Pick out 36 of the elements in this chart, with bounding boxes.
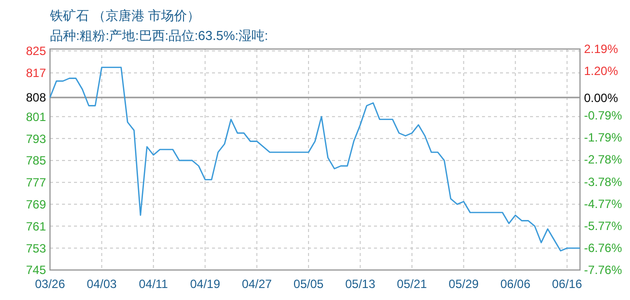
x-tick-label: 06/16 [552, 277, 582, 291]
y2-tick-label: -2.78% [584, 152, 622, 167]
x-tick-label: 04/03 [86, 277, 118, 291]
x-tick-label: 04/19 [190, 277, 220, 291]
y-tick-label: 753 [26, 241, 46, 256]
y-tick-label: 769 [26, 197, 46, 212]
x-tick-label: 04/11 [138, 277, 168, 291]
y2-tick-label: 2.19% [584, 42, 618, 56]
y-tick-label: 745 [26, 263, 46, 278]
y2-tick-label: 1.20% [584, 64, 618, 78]
y-tick-label: 801 [26, 110, 46, 124]
y-tick-label: 777 [26, 176, 46, 190]
y2-tick-label: -0.79% [584, 108, 622, 122]
y2-tick-label: -1.79% [584, 130, 622, 145]
y-tick-label: 761 [26, 219, 46, 234]
y-tick-label: 825 [26, 44, 46, 58]
x-tick-label: 03/26 [34, 277, 66, 291]
y2-tick-label: -5.77% [584, 219, 622, 233]
y2-tick-label: -6.76% [584, 240, 622, 255]
y2-tick-label: -4.77% [584, 196, 622, 211]
y-tick-label: 817 [26, 66, 46, 80]
y-tick-label: 793 [26, 132, 46, 146]
x-tick-label: 05/29 [448, 277, 479, 291]
x-tick-label: 05/21 [396, 277, 428, 291]
chart-title: 铁矿石 （京唐港 市场价） [49, 8, 200, 23]
x-tick-label: 05/05 [294, 277, 324, 291]
y2-tick-label: -7.76% [584, 263, 622, 278]
x-tick-label: 06/06 [500, 277, 531, 291]
y-tick-label: 785 [26, 154, 46, 168]
line-series [49, 66, 581, 252]
y2-tick-label: 0.00% [584, 90, 618, 105]
y-tick-label: 808 [26, 90, 46, 105]
chart-subtitle: 品种:粗粉:产地:巴西:品位:63.5%:湿吨: [50, 28, 268, 43]
x-tick-label: 04/27 [242, 277, 272, 291]
y2-tick-label: -3.78% [584, 174, 622, 189]
x-tick-label: 05/13 [345, 277, 376, 291]
